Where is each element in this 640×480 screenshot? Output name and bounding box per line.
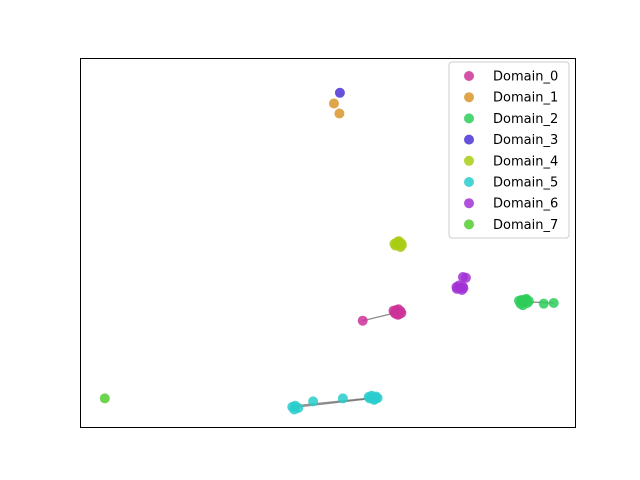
point-domain-1-1 bbox=[334, 108, 345, 119]
point-domain-0-9 bbox=[393, 304, 404, 315]
point-domain-4-7 bbox=[393, 236, 404, 247]
series-domain-0 bbox=[357, 304, 407, 326]
legend: Domain_0 Domain_1 Domain_2 Domain_3 Domain_4… bbox=[448, 61, 570, 239]
legend-label-domain-3: Domain_3 bbox=[493, 133, 558, 148]
legend-marker-domain-0 bbox=[464, 71, 474, 81]
series-domain-1 bbox=[328, 98, 345, 119]
series-domain-6 bbox=[451, 272, 471, 295]
series-domain-3 bbox=[334, 87, 345, 98]
series-domain-4 bbox=[389, 236, 407, 253]
legend-label-domain-2: Domain_2 bbox=[493, 112, 558, 127]
legend-label-domain-1: Domain_1 bbox=[493, 91, 558, 106]
point-domain-1-0 bbox=[328, 98, 339, 109]
legend-marker-domain-7 bbox=[464, 219, 474, 230]
link-line-domain-5-0 bbox=[295, 397, 374, 407]
point-domain-2-9 bbox=[538, 298, 549, 309]
point-domain-0-10 bbox=[357, 315, 368, 326]
legend-marker-domain-6 bbox=[464, 198, 474, 209]
point-domain-5-12 bbox=[308, 396, 319, 407]
legend-marker-domain-5 bbox=[464, 177, 474, 187]
legend-label-domain-6: Domain_6 bbox=[493, 197, 558, 212]
point-domain-3-0 bbox=[334, 87, 345, 98]
points-layer bbox=[99, 87, 559, 415]
legend-label-domain-7: Domain_7 bbox=[493, 218, 558, 233]
point-domain-2-10 bbox=[548, 297, 559, 308]
series-domain-2 bbox=[513, 293, 559, 311]
legend-label-domain-4: Domain_4 bbox=[493, 154, 558, 169]
series-domain-5 bbox=[287, 390, 383, 415]
point-domain-6-6 bbox=[458, 283, 469, 294]
legend-marker-domain-2 bbox=[464, 113, 474, 124]
plot-area-frame bbox=[80, 58, 576, 428]
point-domain-5-11 bbox=[289, 404, 300, 415]
series-domain-7 bbox=[99, 393, 110, 404]
legend-label-domain-5: Domain_5 bbox=[493, 176, 558, 191]
legend-marker-domain-4 bbox=[464, 155, 474, 166]
legend-marker-domain-1 bbox=[464, 92, 474, 103]
point-domain-7-0 bbox=[99, 393, 110, 404]
legend-box bbox=[448, 61, 570, 239]
link-line-domain-5-1 bbox=[295, 397, 374, 408]
point-domain-2-8 bbox=[519, 294, 530, 305]
point-domain-5-13 bbox=[337, 393, 348, 404]
point-domain-6-8 bbox=[460, 272, 471, 283]
legend-label-domain-0: Domain_0 bbox=[493, 70, 558, 85]
point-domain-5-7 bbox=[369, 394, 380, 405]
legend-marker-domain-3 bbox=[464, 134, 474, 145]
